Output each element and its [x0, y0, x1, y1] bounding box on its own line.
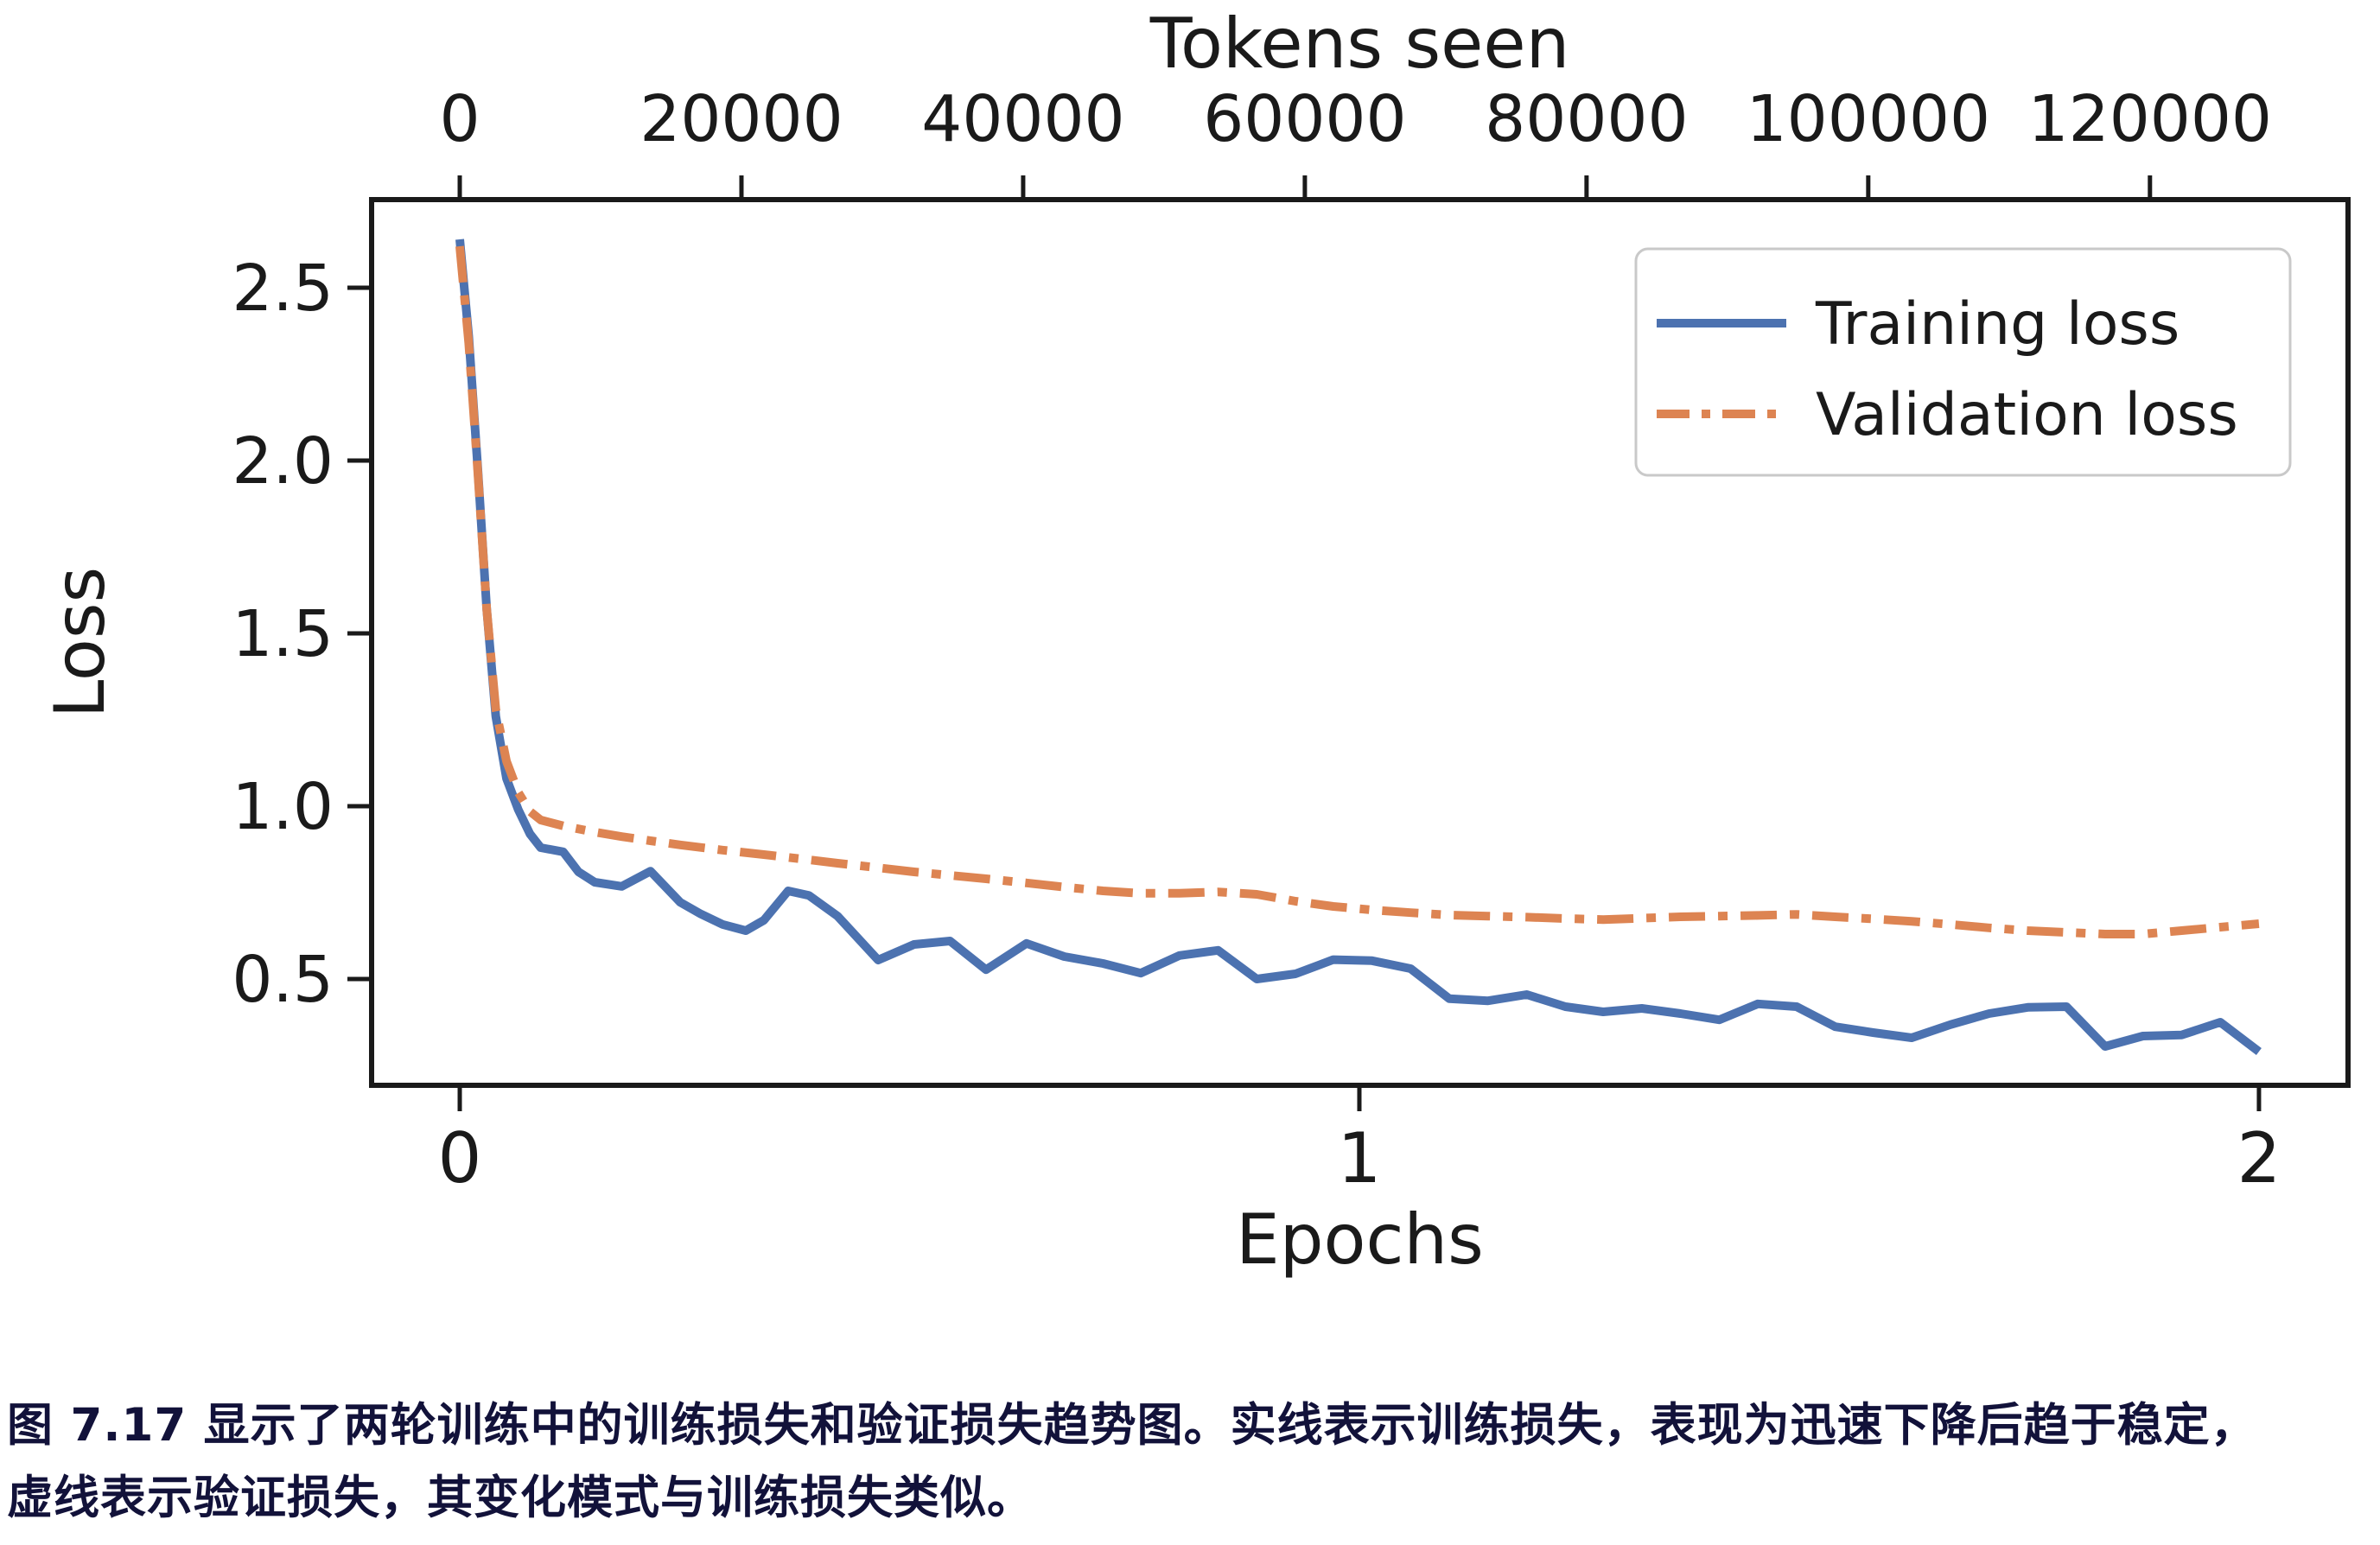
top-axis-title: Tokens seen: [1149, 3, 1570, 84]
series-validation-loss: [455, 245, 2260, 938]
loss-figure: 0 20000 40000 60000 80000 100000 120000 Tokens …: [40, 3, 2351, 1280]
bottom-axis-title: Epochs: [1236, 1199, 1484, 1280]
legend-label-training: Training loss: [1815, 290, 2180, 359]
series-training-loss: [455, 238, 2262, 1055]
top-tick-label: 20000: [640, 82, 843, 156]
bottom-tick-label: 1: [1338, 1118, 1382, 1198]
top-tick-label: 40000: [921, 82, 1124, 156]
top-tick-label: 80000: [1485, 82, 1688, 156]
legend-label-validation: Validation loss: [1816, 381, 2238, 449]
top-tick-label: 0: [439, 82, 480, 156]
top-tick-label: 100000: [1747, 82, 1991, 156]
bottom-tick-label: 2: [2237, 1118, 2281, 1198]
legend-box: [1634, 247, 2292, 477]
caption-line-1: 图 7.17 显示了两轮训练中的训练损失和验证损失趋势图。实线表示训练损失，表现…: [7, 1399, 2257, 1452]
left-tick-label: 1.5: [232, 597, 334, 671]
left-tick-label: 1.0: [232, 770, 334, 844]
figure-caption: 图 7.17 显示了两轮训练中的训练损失和验证损失趋势图。实线表示训练损失，表现…: [7, 1389, 2375, 1535]
loss-chart: 0 20000 40000 60000 80000 100000 120000 Tokens …: [40, 3, 2351, 1280]
left-tick-label: 0.5: [232, 943, 334, 1017]
caption-line-2: 虚线表示验证损失，其变化模式与训练损失类似。: [7, 1472, 1034, 1524]
top-tick-label: 60000: [1203, 82, 1406, 156]
left-axis-title: Loss: [40, 567, 120, 718]
left-tick-label: 2.0: [232, 424, 334, 499]
top-tick-label: 120000: [2028, 82, 2273, 156]
left-tick-label: 2.5: [232, 251, 334, 326]
bottom-tick-label: 0: [438, 1118, 482, 1198]
